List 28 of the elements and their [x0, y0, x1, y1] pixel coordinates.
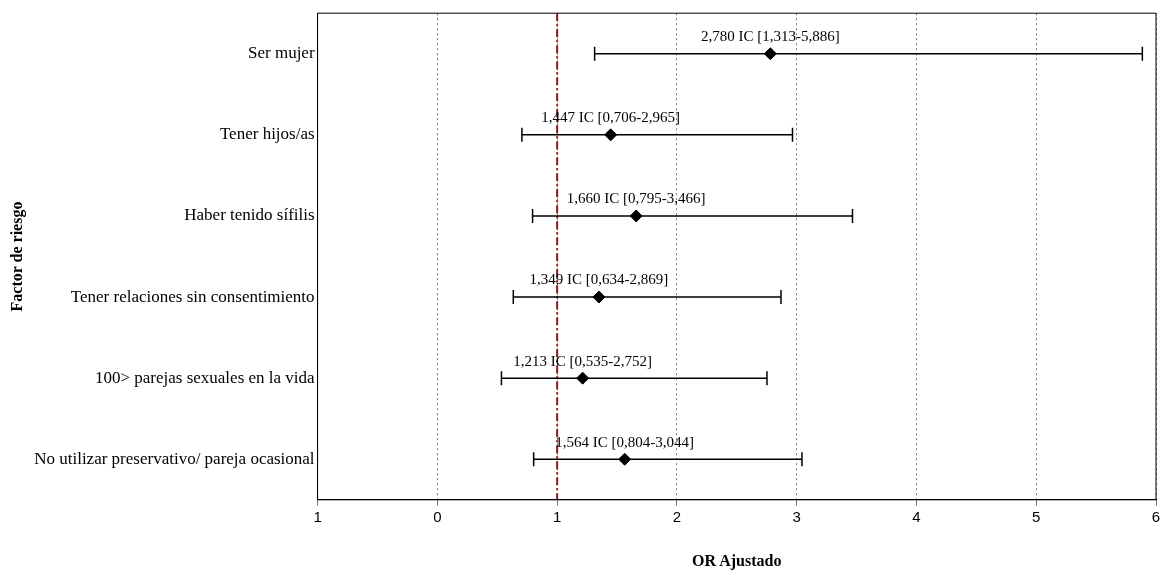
x-tick-label: 6 — [1151, 507, 1161, 525]
data-label: 1,564 IC [0,804-3,044] — [555, 433, 695, 450]
data-label: 1,349 IC [0,634-2,869] — [529, 271, 669, 288]
y-tick-label: Haber tenido sífilis — [184, 205, 315, 225]
data-label: 1,660 IC [0,795-3,466] — [566, 190, 706, 207]
x-tick-label: 0 — [433, 507, 442, 525]
x-tick-label: 1 — [552, 507, 562, 525]
y-tick-label: Tener relaciones sin consentimiento — [70, 286, 315, 306]
point — [592, 290, 606, 304]
y-tick-label: No utilizar preservativo/ pareja ocasional — [34, 448, 315, 468]
data-label: 1,447 IC [0,706-2,965] — [541, 109, 681, 126]
data-label: 1,213 IC [0,535-2,752] — [513, 352, 653, 369]
x-axis-title: OR Ajustado — [692, 551, 782, 570]
x-tick-label: 3 — [792, 507, 801, 525]
point — [576, 371, 590, 385]
y-axis-title: Factor de riesgo — [7, 201, 26, 312]
point — [763, 47, 777, 61]
y-tick-label: 100> parejas sexuales en la vida — [94, 367, 316, 387]
point — [629, 209, 643, 223]
y-tick-label: Tener hijos/as — [219, 124, 315, 144]
x-tick-label: 5 — [1032, 507, 1041, 525]
data-label: 2,780 IC [1,313-5,886] — [700, 28, 840, 45]
x-tick-label: 1 — [313, 507, 322, 525]
x-tick-label: 2 — [672, 507, 682, 525]
y-tick-label: Ser mujer — [248, 43, 315, 63]
x-tick-label: 4 — [912, 507, 921, 525]
point — [604, 128, 618, 142]
point — [618, 452, 632, 466]
